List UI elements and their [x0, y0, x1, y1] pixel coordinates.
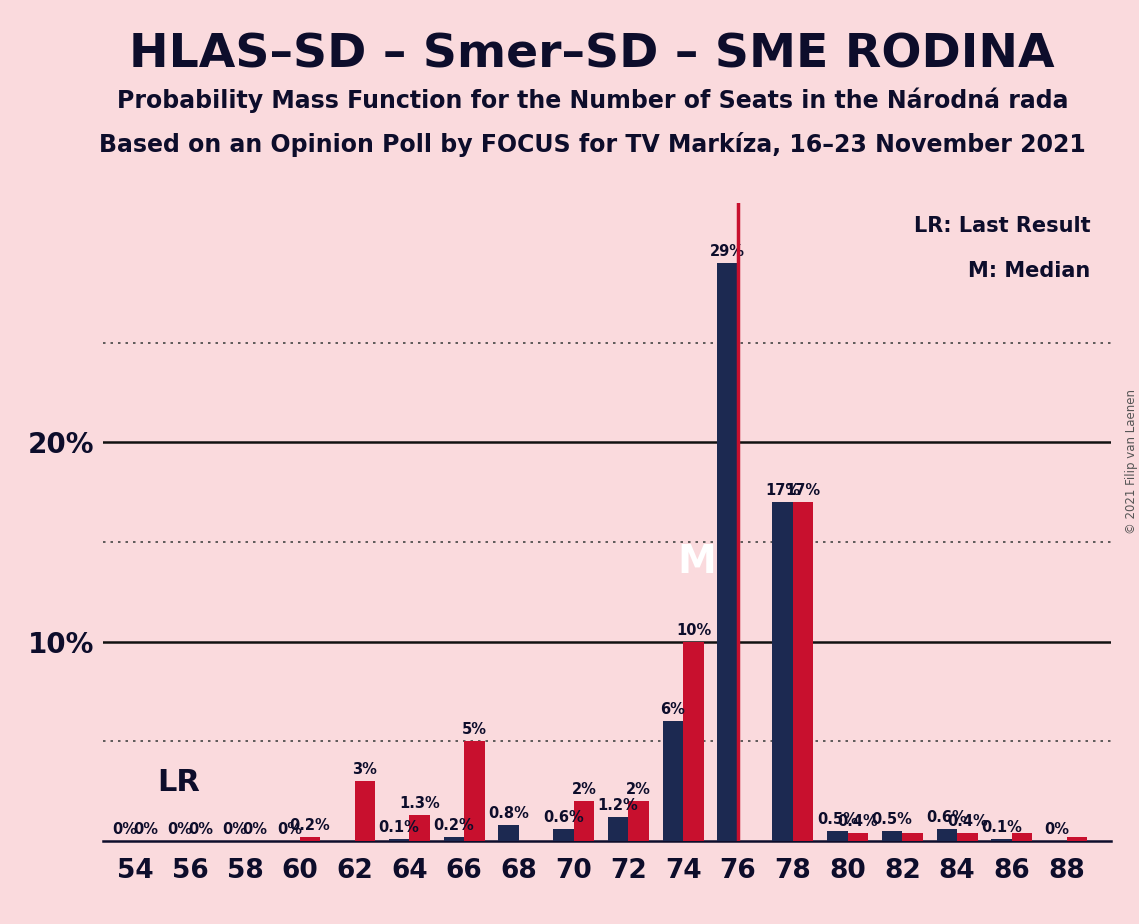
Bar: [683, 641, 704, 841]
Bar: [847, 833, 868, 841]
Bar: [663, 722, 683, 841]
Bar: [388, 839, 409, 841]
Text: HLAS–SD – Smer–SD – SME RODINA: HLAS–SD – Smer–SD – SME RODINA: [130, 32, 1055, 78]
Text: 17%: 17%: [765, 483, 800, 498]
Text: 0.4%: 0.4%: [837, 814, 878, 829]
Text: 6%: 6%: [661, 702, 686, 717]
Text: 0%: 0%: [113, 821, 138, 837]
Text: 10%: 10%: [675, 623, 711, 638]
Bar: [1011, 833, 1032, 841]
Text: 1.2%: 1.2%: [598, 798, 639, 813]
Text: 0.1%: 0.1%: [981, 820, 1022, 835]
Text: LR: LR: [157, 768, 200, 797]
Text: Probability Mass Function for the Number of Seats in the Národná rada: Probability Mass Function for the Number…: [116, 88, 1068, 114]
Bar: [827, 831, 847, 841]
Text: 0.6%: 0.6%: [543, 810, 584, 825]
Bar: [1067, 837, 1088, 841]
Text: 2%: 2%: [626, 782, 652, 797]
Bar: [772, 502, 793, 841]
Text: 0.5%: 0.5%: [871, 812, 912, 827]
Text: 0.1%: 0.1%: [378, 820, 419, 835]
Text: 2%: 2%: [572, 782, 597, 797]
Bar: [608, 817, 629, 841]
Text: M: M: [678, 543, 716, 581]
Bar: [882, 831, 902, 841]
Bar: [957, 833, 977, 841]
Bar: [629, 801, 649, 841]
Bar: [300, 837, 320, 841]
Text: 0.2%: 0.2%: [434, 818, 474, 833]
Bar: [499, 825, 519, 841]
Bar: [574, 801, 595, 841]
Text: 0.8%: 0.8%: [489, 806, 528, 821]
Text: 0.6%: 0.6%: [926, 810, 967, 825]
Text: LR: Last Result: LR: Last Result: [913, 216, 1090, 236]
Text: 0%: 0%: [167, 821, 192, 837]
Text: 17%: 17%: [786, 483, 820, 498]
Text: 29%: 29%: [711, 244, 745, 259]
Text: 0%: 0%: [222, 821, 247, 837]
Bar: [991, 839, 1011, 841]
Text: 0%: 0%: [243, 821, 268, 837]
Bar: [936, 829, 957, 841]
Text: 0%: 0%: [133, 821, 158, 837]
Text: 0%: 0%: [1044, 821, 1068, 837]
Text: M: Median: M: Median: [968, 261, 1090, 281]
Bar: [554, 829, 574, 841]
Text: 3%: 3%: [352, 762, 377, 777]
Bar: [902, 833, 923, 841]
Text: 0%: 0%: [277, 821, 302, 837]
Bar: [718, 263, 738, 841]
Text: 0.5%: 0.5%: [817, 812, 858, 827]
Text: © 2021 Filip van Laenen: © 2021 Filip van Laenen: [1124, 390, 1138, 534]
Text: 0.4%: 0.4%: [947, 814, 988, 829]
Bar: [793, 502, 813, 841]
Bar: [443, 837, 464, 841]
Text: 0.2%: 0.2%: [289, 818, 330, 833]
Bar: [409, 815, 429, 841]
Text: 0%: 0%: [188, 821, 213, 837]
Text: 5%: 5%: [461, 723, 486, 737]
Bar: [464, 741, 484, 841]
Text: Based on an Opinion Poll by FOCUS for TV Markíza, 16–23 November 2021: Based on an Opinion Poll by FOCUS for TV…: [99, 132, 1085, 157]
Bar: [354, 781, 375, 841]
Text: 1.3%: 1.3%: [399, 796, 440, 811]
